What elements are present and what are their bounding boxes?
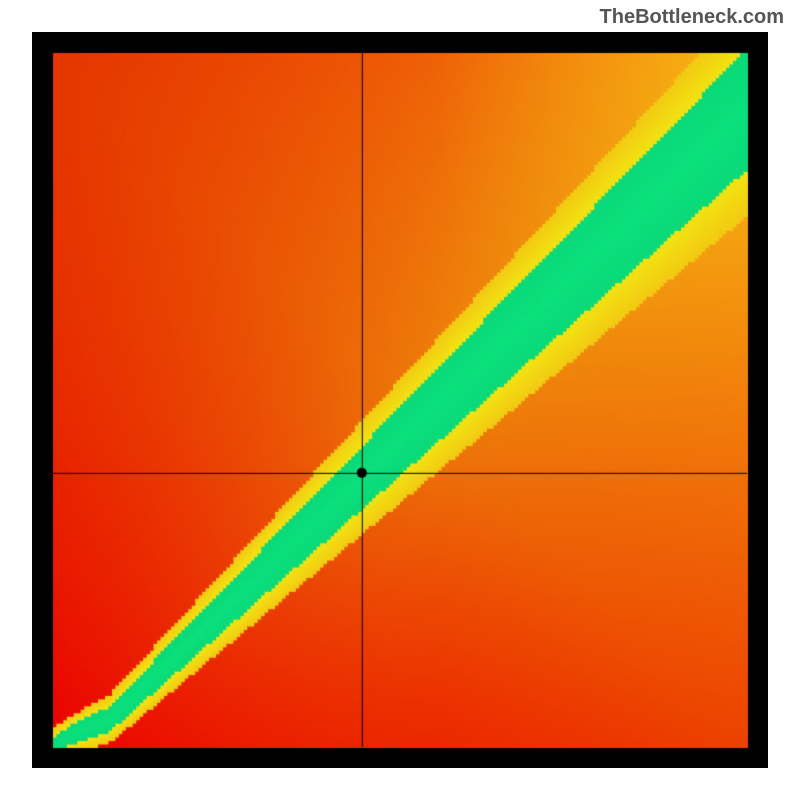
chart-container: TheBottleneck.com — [0, 0, 800, 800]
heatmap-canvas — [32, 32, 768, 768]
plot-box — [32, 32, 768, 768]
attribution-text: TheBottleneck.com — [600, 6, 784, 29]
